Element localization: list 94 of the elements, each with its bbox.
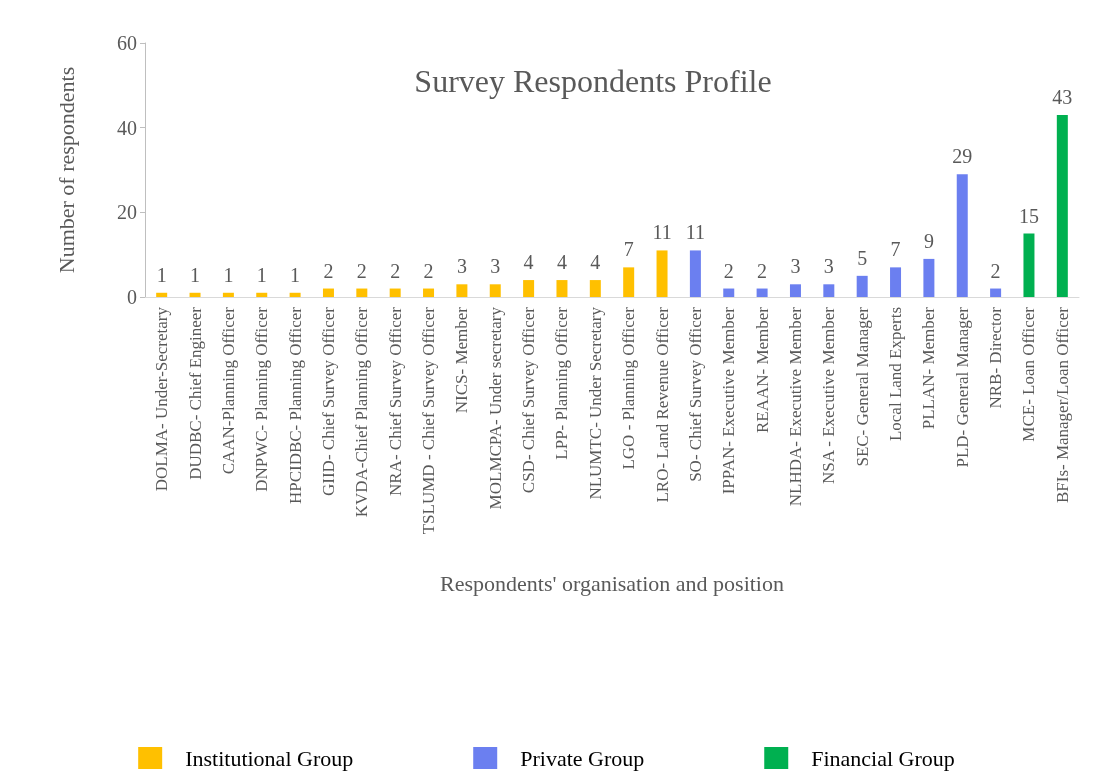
legend-label: Private Group bbox=[520, 745, 645, 771]
bar bbox=[956, 174, 968, 297]
bar bbox=[756, 288, 768, 297]
legend-label: Financial Group bbox=[811, 745, 955, 771]
x-tick-label: HPCIDBC- Planning Officer bbox=[285, 306, 305, 505]
x-tick-label: LPP- Planning Officer bbox=[552, 306, 572, 460]
bar bbox=[689, 250, 701, 297]
data-label: 9 bbox=[923, 229, 934, 252]
data-label: 11 bbox=[685, 221, 706, 244]
x-tick-label: DOLMA- Under-Secretary bbox=[152, 306, 172, 492]
y-tick-label: 60 bbox=[117, 32, 137, 54]
data-label: 7 bbox=[623, 238, 634, 261]
y-tick-label: 0 bbox=[127, 286, 137, 308]
bar bbox=[1056, 114, 1068, 297]
x-tick-label: CAAN-Planning Officer bbox=[218, 306, 238, 475]
data-label: 43 bbox=[1052, 85, 1073, 108]
bar bbox=[656, 250, 668, 297]
data-label: 1 bbox=[290, 263, 301, 286]
data-label: 3 bbox=[790, 255, 801, 278]
bar bbox=[589, 280, 601, 297]
bar bbox=[923, 258, 935, 297]
y-axis-title: Number of respondents bbox=[53, 66, 79, 274]
x-tick-label: PLLAN- Member bbox=[919, 306, 939, 430]
x-axis-title: Respondents' organisation and position bbox=[440, 570, 784, 596]
x-tick-label: LRO- Land Revenue Officer bbox=[652, 306, 672, 503]
bar bbox=[356, 288, 368, 297]
bar bbox=[322, 288, 334, 297]
x-tick-label: IPPAN- Executive Member bbox=[719, 306, 739, 495]
bar bbox=[456, 284, 468, 297]
bar bbox=[523, 280, 535, 297]
bar bbox=[489, 284, 501, 297]
bar bbox=[890, 267, 902, 297]
bar bbox=[289, 292, 301, 297]
data-label: 2 bbox=[423, 259, 434, 282]
x-tick-label: NSA - Executive Member bbox=[819, 306, 839, 485]
data-label: 7 bbox=[890, 238, 901, 261]
x-tick-label: REAAN- Member bbox=[752, 306, 772, 434]
x-tick-label: BFIs- Manager/Loan Officer bbox=[1052, 306, 1072, 504]
x-tick-label: NRA- Chief Survey Officer bbox=[385, 306, 405, 497]
data-label: 1 bbox=[223, 263, 234, 286]
bar bbox=[256, 292, 268, 297]
data-label: 1 bbox=[190, 263, 201, 286]
x-tick-label: NICS- Member bbox=[452, 306, 472, 414]
data-label: 11 bbox=[652, 221, 672, 244]
bar bbox=[856, 275, 868, 297]
x-tick-label: MCE- Loan Officer bbox=[1019, 306, 1039, 442]
x-tick-label: NLHDA- Executive Member bbox=[785, 306, 805, 507]
bar bbox=[222, 292, 234, 297]
x-tick-label: GIID- Chief Survey Officer bbox=[318, 306, 338, 496]
data-label: 3 bbox=[823, 255, 834, 278]
x-tick-label: NLUMTC- Under Secretary bbox=[585, 306, 605, 500]
data-label: 4 bbox=[556, 251, 567, 274]
x-tick-label: SEC- General Manager bbox=[852, 306, 872, 467]
x-tick-label: Local Land Experts bbox=[886, 307, 906, 442]
legend-label: Institutional Group bbox=[185, 745, 354, 771]
data-label: 3 bbox=[456, 255, 467, 278]
data-label: 5 bbox=[857, 246, 868, 269]
x-tick-label: MOLMCPA- Under secretary bbox=[485, 306, 505, 510]
bar bbox=[156, 292, 168, 297]
data-label: 2 bbox=[990, 259, 1001, 282]
bar bbox=[1023, 233, 1035, 297]
bar bbox=[556, 280, 568, 297]
data-label: 4 bbox=[590, 251, 601, 274]
bar bbox=[723, 288, 735, 297]
bar bbox=[990, 288, 1002, 297]
x-tick-label: LGO - Planning Officer bbox=[619, 306, 639, 470]
x-tick-label: TSLUMD - Chief Survey Officer bbox=[419, 306, 439, 535]
data-label: 2 bbox=[723, 259, 734, 282]
data-label: 2 bbox=[356, 259, 367, 282]
bar bbox=[623, 267, 635, 297]
data-label: 1 bbox=[156, 263, 167, 286]
y-tick-label: 20 bbox=[117, 201, 137, 224]
bar bbox=[389, 288, 401, 297]
data-label: 3 bbox=[490, 255, 501, 278]
data-label: 1 bbox=[256, 263, 267, 286]
data-label: 29 bbox=[952, 145, 973, 168]
data-label: 2 bbox=[323, 259, 334, 282]
bar bbox=[189, 292, 201, 297]
bar bbox=[789, 284, 801, 297]
data-label: 4 bbox=[523, 251, 534, 274]
bar bbox=[423, 288, 435, 297]
x-tick-label: CSD- Chief Survey Officer bbox=[519, 306, 539, 494]
x-tick-label: DNPWC- Planning Officer bbox=[252, 306, 272, 492]
bar bbox=[823, 284, 835, 297]
data-label: 2 bbox=[390, 259, 401, 282]
y-tick-label: 40 bbox=[117, 116, 137, 139]
x-tick-label: DUDBC- Chief Engineer bbox=[185, 306, 205, 480]
x-tick-label: NRB- Director bbox=[986, 306, 1006, 409]
text: Survey Respondents Profile bbox=[414, 63, 772, 99]
x-tick-label: KVDA-Chief Planning Officer bbox=[352, 306, 372, 518]
data-label: 15 bbox=[1018, 204, 1039, 227]
data-label: 2 bbox=[757, 259, 768, 282]
x-tick-label: PLD- General Manager bbox=[952, 306, 972, 468]
x-tick-label: SO- Chief Survey Officer bbox=[685, 306, 705, 482]
